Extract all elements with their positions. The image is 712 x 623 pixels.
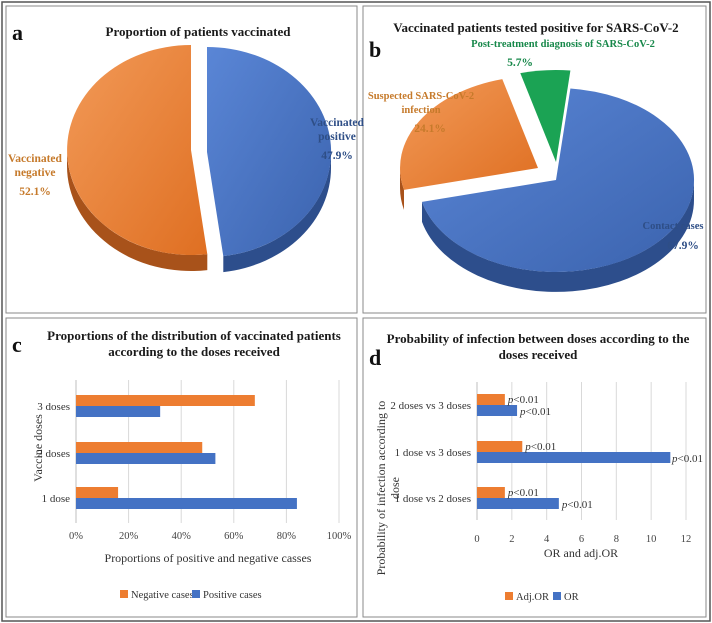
panel-d-xtick: 12 [681, 534, 692, 545]
legend-label-or: OR [564, 592, 579, 603]
pie-a-label-0-line-1: positive [318, 131, 356, 143]
panel-d-bar-adj-or [477, 441, 523, 452]
panel-b-letter: b [369, 37, 381, 62]
panel-d-xlabel: OR and adj.OR [544, 546, 618, 560]
legend-swatch-or [553, 592, 561, 600]
panel-d-bar-adj-or [477, 487, 505, 498]
panel-d-annotation-or: p<0.01 [519, 406, 551, 418]
pie-b-label-1-line-1: infection [401, 105, 440, 116]
panel-c-category-label: 3 doses [37, 401, 70, 413]
panel-d-annotation-adj-or: p<0.01 [524, 441, 556, 453]
pie-b-value-2: 5.7% [507, 57, 533, 69]
pie-a-label-1-line-0: Vaccinated [8, 153, 62, 165]
panel-d-annotation-adj-or: p<0.01 [507, 394, 539, 406]
panel-d-bar-adj-or [477, 394, 505, 405]
pie-b-label-2-line-0: Post-treatment diagnosis of SARS-CoV-2 [471, 39, 655, 50]
panel-d-xtick: 4 [544, 534, 550, 545]
panel-c-bar-negative [76, 487, 119, 498]
pie-b-label-1-line-0: Suspected SARS-CoV-2 [368, 91, 474, 102]
panel-d-xtick: 10 [646, 534, 657, 545]
pie-b: Post-treatment diagnosis of SARS-CoV-2 5.… [368, 39, 704, 292]
bars-c: 0% 20% 40% 60% 80% 100% 3 doses 2 doses 1 dose [37, 380, 352, 542]
panel-c-xtick: 80% [277, 531, 297, 542]
panel-d-title-line-1: Probability of infection between doses a… [387, 331, 690, 346]
panel-d-xtick: 8 [614, 534, 619, 545]
panel-d-annotation-adj-or: p<0.01 [507, 487, 539, 499]
pie-a-value-1: 52.1% [19, 186, 51, 198]
bars-d: 0 2 4 6 8 10 12p<0.01p<0.012 doses vs 3 dosesp… [390, 382, 703, 545]
panel-d-frame [362, 317, 707, 618]
pie-b-slice-suspected-side-0 [400, 168, 404, 210]
pie-b-value-1: 24.1% [414, 123, 446, 135]
panel-b-title: Vaccinated patients tested positive for … [393, 20, 678, 35]
panel-d-bar-or [477, 452, 671, 463]
panel-d-annotation-or: p<0.01 [561, 499, 593, 511]
panel-c-bar-negative [76, 395, 255, 406]
panel-c-legend: Negative cases Positive cases [120, 590, 262, 601]
pie-b-slice-contact-top [422, 88, 695, 273]
legend-swatch-negative [120, 590, 128, 598]
panel-d-bar-or [477, 405, 518, 416]
panel-d-xtick: 0 [474, 534, 479, 545]
panel-d-title-line-2: doses received [499, 347, 579, 362]
panel-c-xlabel: Proportions of positive and negative cas… [105, 551, 312, 565]
panel-c-category-label: 2 doses [37, 448, 70, 460]
pie-a-label-1-line-1: negative [15, 167, 56, 179]
legend-swatch-positive [192, 590, 200, 598]
panel-c-xtick: 100% [327, 531, 352, 542]
panel-d-ylabel-line-2: dose [388, 477, 402, 499]
panel-c-xtick: 0% [69, 531, 83, 542]
panel-c-xtick: 20% [119, 531, 139, 542]
panel-c-title-line-1: Proportions of the distribution of vacci… [47, 328, 341, 343]
panel-c-ylabel: Vaccine doses [31, 414, 45, 482]
pie-b-slice-posttreatment-top [520, 69, 571, 162]
panel-d-category-label: 1 dose vs 2 doses [395, 493, 471, 505]
panel-d-xtick: 6 [579, 534, 584, 545]
panel-c-bar-positive [76, 406, 161, 417]
pie-b-slice-contact-side-0 [422, 180, 694, 292]
panel-c-title-line-2: according to the doses received [108, 344, 280, 359]
legend-label-negative: Negative cases [131, 590, 194, 601]
pie-a-slice-positive-side-0 [223, 152, 331, 273]
panel-c-category-label: 1 dose [42, 493, 71, 505]
pie-a-value-0: 47.9% [321, 150, 353, 162]
pie-a-slice-negative-side-0 [66, 150, 208, 272]
panel-d-letter: d [369, 345, 381, 370]
panel-a-title: Proportion of patients vaccinated [106, 24, 292, 39]
panel-d-ylabel-line-1: Probability of infection according to [374, 401, 388, 576]
pie-b-label-0-line-0: Contact cases [643, 221, 704, 232]
panel-d-category-label: 2 doses vs 3 doses [390, 400, 471, 412]
panel-c-bar-positive [76, 498, 297, 509]
pie-a: Vaccinated positive 47.9% Vaccinated negativ… [8, 45, 365, 273]
panel-c-bar-negative [76, 442, 203, 453]
panel-d-legend: Adj.OR OR [505, 592, 579, 603]
legend-swatch-adj-or [505, 592, 513, 600]
panel-d-category-label: 1 dose vs 3 doses [395, 447, 471, 459]
pie-b-slice-suspected-top [400, 79, 538, 190]
panel-c-letter: c [12, 332, 22, 357]
legend-label-adj-or: Adj.OR [516, 592, 549, 603]
panel-d-bar-or [477, 498, 559, 509]
pie-b-value-0: 67.9% [667, 240, 699, 252]
legend-label-positive: Positive cases [203, 590, 262, 601]
panel-c-bar-positive [76, 453, 216, 464]
panel-a-letter: a [12, 20, 23, 45]
pie-a-label-0-line-0: Vaccinated [310, 117, 364, 129]
panel-d-annotation-or: p<0.01 [671, 453, 703, 465]
panel-d-xtick: 2 [509, 534, 514, 545]
pie-a-slice-negative-top [67, 45, 208, 255]
pie-a-slice-positive-top [207, 46, 332, 257]
panel-c-xtick: 40% [172, 531, 192, 542]
panel-c-xtick: 60% [224, 531, 244, 542]
